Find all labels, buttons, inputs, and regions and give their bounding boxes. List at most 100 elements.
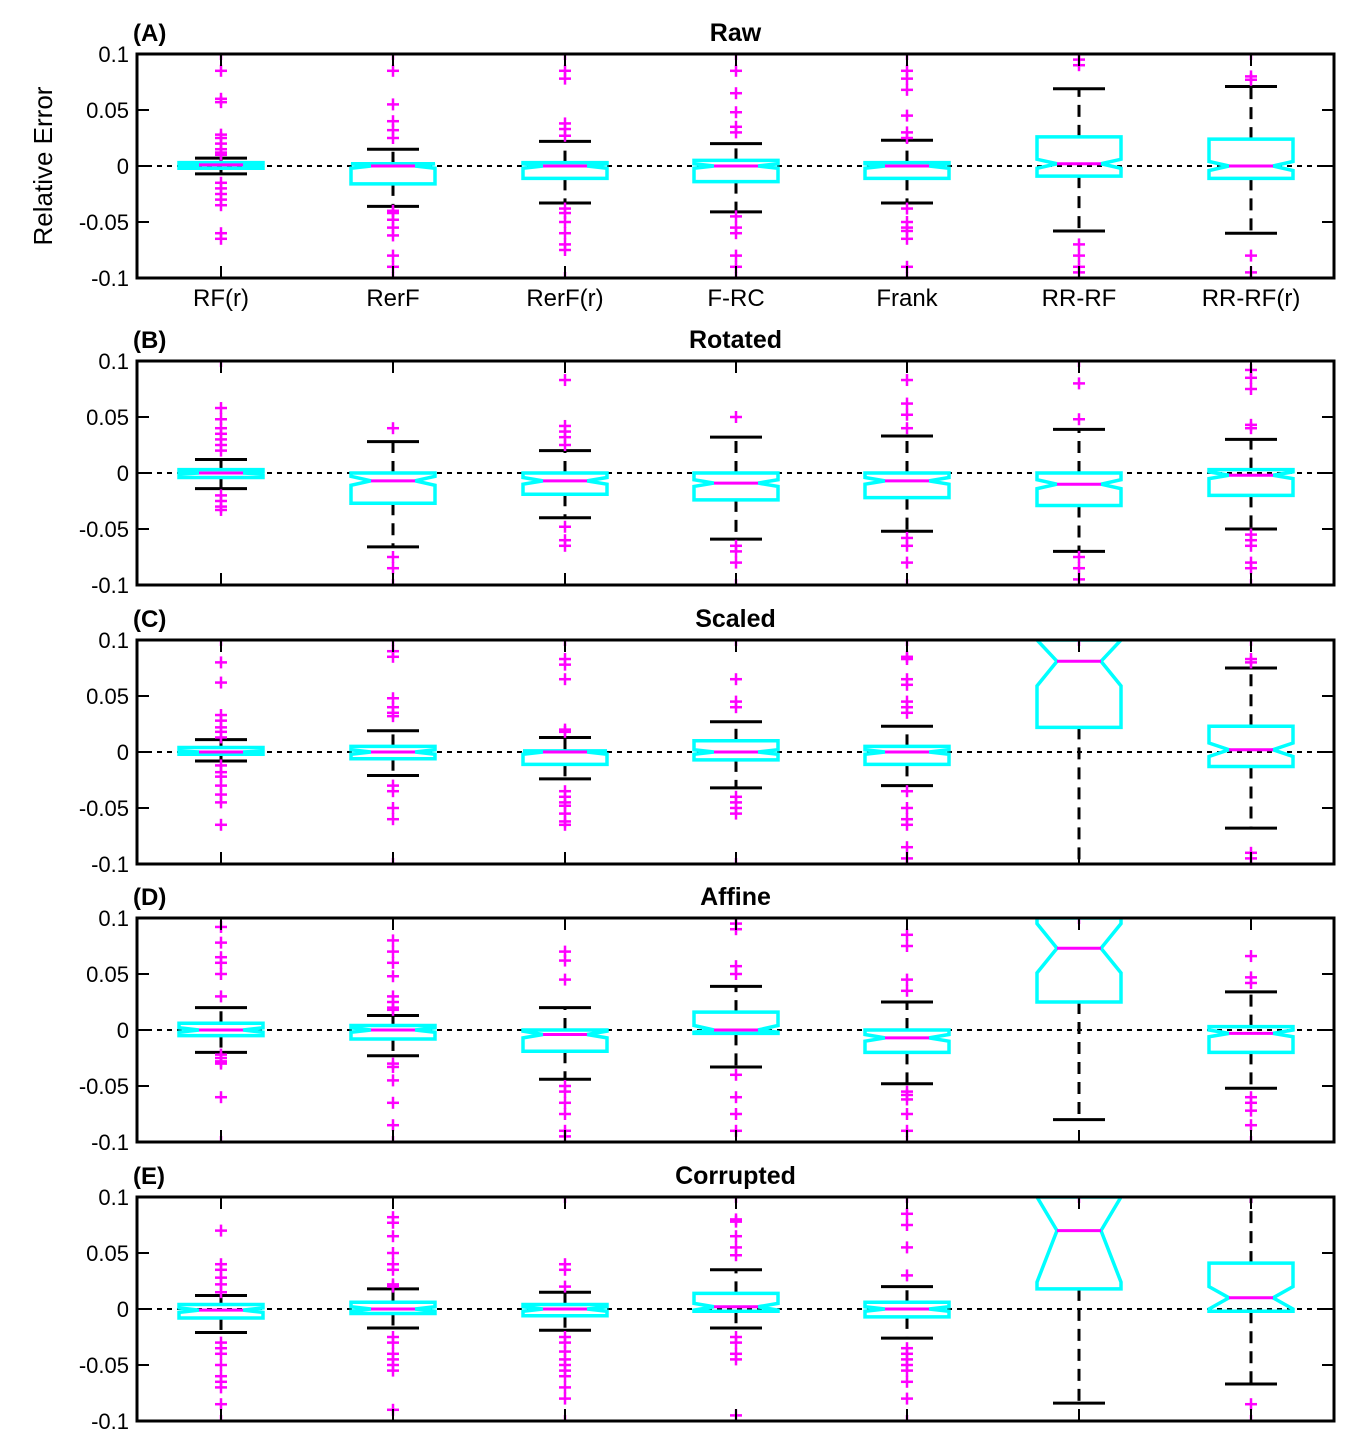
notched-box	[1207, 467, 1295, 498]
y-tick-label: -0.05	[79, 1353, 129, 1378]
notched-box	[692, 1291, 780, 1313]
x-category-label: RR-RF(r)	[1202, 285, 1301, 312]
outlier-marker	[387, 970, 399, 983]
outlier-marker	[730, 87, 742, 100]
x-category-label: RR-RF	[1042, 285, 1117, 312]
outlier-marker	[215, 64, 227, 77]
outlier-marker	[1245, 249, 1257, 262]
notched-box	[1035, 918, 1123, 1004]
panel-letter: (B)	[133, 327, 166, 354]
outlier-marker	[215, 1224, 227, 1237]
notched-box	[692, 158, 780, 184]
outlier-marker	[387, 945, 399, 958]
outlier-marker	[215, 796, 227, 809]
outlier-marker	[559, 973, 571, 986]
box-RerF	[349, 934, 437, 1142]
notched-box	[1207, 137, 1295, 181]
outlier-marker	[1073, 377, 1085, 390]
outlier-marker	[387, 98, 399, 111]
box-Frank	[863, 54, 951, 278]
outlier-marker	[387, 1336, 399, 1349]
y-tick-label: -0.1	[91, 852, 129, 877]
y-tick-label: 0	[117, 1018, 129, 1043]
box-Frank	[863, 374, 951, 585]
box-RerF	[349, 640, 437, 864]
outlier-marker	[559, 1085, 571, 1098]
outlier-marker	[1245, 539, 1257, 552]
outlier-marker	[215, 676, 227, 689]
outlier-marker	[559, 129, 571, 142]
outlier-marker	[215, 199, 227, 212]
outlier-marker	[387, 785, 399, 798]
outlier-marker	[215, 990, 227, 1003]
box-Frank	[863, 928, 951, 1142]
box-RR-RF	[1035, 54, 1123, 278]
box-RR-RF	[1035, 361, 1123, 585]
panel-e: 0.1 0.05 0 -0.05 -0.1 (E) Corrupted	[79, 1162, 1336, 1434]
outlier-marker	[730, 545, 742, 558]
outlier-marker	[559, 1392, 571, 1405]
outlier-marker	[901, 1108, 913, 1120]
notched-box	[863, 471, 951, 500]
outlier-marker	[387, 1230, 399, 1243]
outlier-marker	[1245, 73, 1257, 86]
outlier-marker	[387, 249, 399, 262]
panel-title: Scaled	[695, 605, 776, 633]
outlier-marker	[559, 818, 571, 831]
outlier-marker	[387, 1060, 399, 1073]
plot-area	[137, 361, 1334, 585]
notched-box	[177, 1021, 265, 1038]
notched-box	[1034, 1197, 1124, 1291]
x-category-label: RerF	[366, 285, 419, 312]
outlier-marker	[215, 1359, 227, 1371]
y-tick-label: -0.05	[79, 1074, 129, 1099]
outlier-marker	[559, 439, 571, 451]
outlier-marker	[559, 954, 571, 967]
outlier-marker	[730, 210, 742, 223]
outlier-marker	[387, 650, 399, 663]
outlier-marker	[730, 106, 742, 119]
outlier-marker	[215, 818, 227, 831]
outlier-marker	[559, 1263, 571, 1276]
box-Frank	[863, 640, 951, 864]
outlier-marker	[559, 1280, 571, 1293]
box-F-RC	[692, 918, 780, 1137]
notched-box	[863, 160, 951, 181]
outlier-marker	[730, 1091, 742, 1104]
y-tick-label: -0.05	[79, 517, 129, 542]
outlier-marker	[901, 83, 913, 96]
box-RF(r)	[177, 920, 265, 1142]
outlier-marker	[215, 232, 227, 245]
notched-box	[177, 160, 265, 170]
outlier-marker	[901, 678, 913, 691]
box-RR-RF	[1034, 1197, 1124, 1405]
notched-box	[177, 745, 265, 756]
outlier-marker	[215, 936, 227, 949]
outlier-marker	[730, 701, 742, 714]
notched-box	[521, 160, 609, 181]
box-F-RC	[692, 411, 780, 585]
outlier-marker	[387, 1074, 399, 1087]
box-F-RC	[692, 54, 780, 278]
outlier-marker	[1073, 562, 1085, 575]
outlier-marker	[1073, 413, 1085, 426]
outlier-marker	[730, 807, 742, 820]
x-category-label: RerF(r)	[526, 285, 603, 312]
panel-letter: (D)	[133, 884, 166, 911]
outlier-marker	[901, 374, 913, 387]
panel-frame	[135, 1195, 1336, 1423]
y-tick-label: -0.1	[91, 573, 129, 598]
outlier-marker	[901, 1392, 913, 1405]
box-RR-RF	[1035, 918, 1123, 1122]
plot-area	[137, 1197, 1334, 1421]
notched-box	[521, 1028, 609, 1054]
y-tick-label: 0.05	[86, 405, 129, 430]
outlier-marker	[730, 1353, 742, 1366]
outlier-marker	[387, 562, 399, 575]
outlier-marker	[1245, 383, 1257, 395]
y-tick-label: 0	[117, 740, 129, 765]
panel-b: 0.1 0.05 0 -0.05 -0.1 (B) Rotated	[79, 326, 1336, 598]
outlier-marker	[215, 956, 227, 969]
box-RR-RF(r)	[1207, 950, 1295, 1142]
outlier-marker	[901, 1241, 913, 1254]
